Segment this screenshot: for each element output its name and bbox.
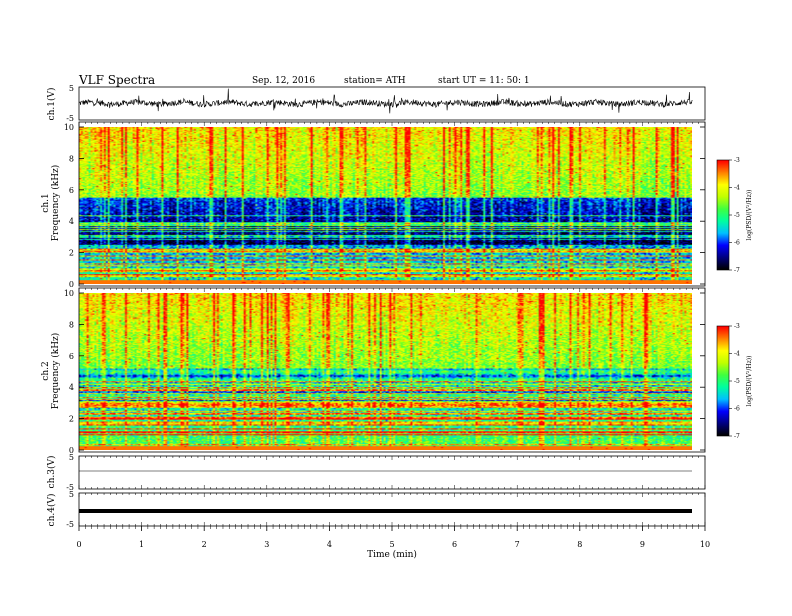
colorbar-tick-label: -7 — [734, 267, 740, 274]
time-tick-label: 3 — [264, 540, 269, 549]
figure-title: VLF Spectra — [78, 73, 155, 87]
ch2-colorbar: -3 -4 -5 -6 -7 log(PSD/(V²/Hz)) — [716, 323, 753, 440]
station-label: station= ATH — [344, 76, 406, 86]
colorbar-tick-label: -4 — [734, 185, 740, 192]
ch4-ytick-top: 5 — [69, 490, 74, 499]
date-label: Sep. 12, 2016 — [252, 76, 315, 86]
ch2-spec-ylabel-freq: Frequency (kHz) — [50, 333, 61, 410]
time-tick-label: 6 — [452, 540, 457, 549]
ch3-ylabel: ch.3(V) — [46, 456, 57, 489]
ch4-ylabel: ch.4(V) — [46, 494, 57, 527]
ch1-colorbar-label: log(PSD/(V²/Hz)) — [746, 190, 753, 241]
ch1-waveform-panel: 5 -5 ch.1(V) — [46, 84, 706, 123]
time-tick-label: 9 — [640, 540, 645, 549]
ch2-spectrogram-yticks: 0 2 4 6 8 10 — [64, 288, 706, 455]
spec-ytick-label: 10 — [64, 123, 74, 132]
spec-ytick-label: 6 — [69, 352, 74, 361]
spec-ytick-label: 8 — [69, 320, 74, 329]
ch2-colorbar-image — [717, 326, 729, 436]
ch1-spec-ylabel-channel: ch.1 — [41, 193, 51, 212]
ch1-spectrogram-panel: 0 2 4 6 8 10 ch.1 Frequency (kHz) — [41, 121, 706, 289]
ch1-spectrogram-image — [79, 127, 692, 284]
spec-ytick-label: 8 — [69, 154, 74, 163]
time-tick-label: 2 — [202, 540, 207, 549]
spec-ytick-label: 0 — [69, 280, 74, 289]
ch2-colorbar-label: log(PSD/(V²/Hz)) — [746, 356, 753, 407]
colorbar-tick-label: -5 — [734, 378, 740, 385]
time-tick-label: 0 — [76, 540, 81, 549]
ch3-waveform-panel: 5 -5 ch.3(V) — [46, 453, 706, 492]
colorbar-tick-label: -7 — [734, 433, 740, 440]
spec-ytick-label: 2 — [69, 249, 74, 258]
start-time-label: start UT = 11: 50: 1 — [438, 76, 530, 86]
colorbar-tick-label: -6 — [734, 406, 740, 413]
time-tick-label: 4 — [327, 540, 332, 549]
time-axis-ticks: 0 1 2 3 4 5 6 7 8 9 10 — [76, 526, 710, 549]
ch1-spectrogram-yticks: 0 2 4 6 8 10 — [64, 122, 706, 289]
ch1-colorbar-image — [717, 160, 729, 270]
ch4-xticks — [78, 493, 706, 526]
colorbar-tick-label: -3 — [734, 323, 740, 330]
ch2-spec-ylabel-channel: ch.2 — [41, 361, 51, 380]
ch1-ytick-bottom: -5 — [66, 114, 74, 123]
colorbar-tick-label: -5 — [734, 212, 740, 219]
ch1-spec-ylabel-freq: Frequency (kHz) — [50, 165, 61, 242]
spec-ytick-label: 2 — [69, 415, 74, 424]
colorbar-tick-label: -3 — [734, 157, 740, 164]
ch1-ytick-top: 5 — [69, 84, 74, 93]
ch3-ytick-top: 5 — [69, 453, 74, 462]
ch3-ytick-bottom: -5 — [66, 483, 74, 492]
ch2-spectrogram-image — [79, 293, 692, 450]
spec-ytick-label: 10 — [64, 289, 74, 298]
ch4-waveform-panel: 5 -5 ch.4(V) — [46, 490, 706, 529]
spec-ytick-label: 6 — [69, 186, 74, 195]
ch3-xticks — [78, 456, 706, 489]
time-tick-label: 1 — [139, 540, 144, 549]
time-tick-label: 7 — [515, 540, 520, 549]
ch1-waveform-trace — [79, 88, 693, 114]
ch1-colorbar-ticks: -3 -4 -5 -6 -7 — [729, 157, 740, 274]
time-axis-label: Time (min) — [367, 549, 417, 560]
ch2-colorbar-ticks: -3 -4 -5 -6 -7 — [729, 323, 740, 440]
ch2-spectrogram-panel: 0 2 4 6 8 10 ch.2 Frequency (kHz) — [41, 287, 706, 455]
colorbar-tick-label: -6 — [734, 240, 740, 247]
ch1-ylabel: ch.1(V) — [46, 88, 57, 121]
ch3-waveform-frame — [78, 455, 706, 490]
spec-ytick-label: 4 — [69, 383, 74, 392]
colorbar-tick-label: -4 — [734, 351, 740, 358]
ch1-waveform-frame — [78, 86, 706, 121]
spec-ytick-label: 0 — [69, 446, 74, 455]
ch4-ytick-bottom: -5 — [66, 520, 74, 529]
time-tick-label: 8 — [577, 540, 582, 549]
time-tick-label: 10 — [700, 540, 710, 549]
ch1-colorbar: -3 -4 -5 -6 -7 log(PSD/(V²/Hz)) — [716, 157, 753, 274]
spec-ytick-label: 4 — [69, 217, 74, 226]
time-tick-label: 5 — [389, 540, 394, 549]
